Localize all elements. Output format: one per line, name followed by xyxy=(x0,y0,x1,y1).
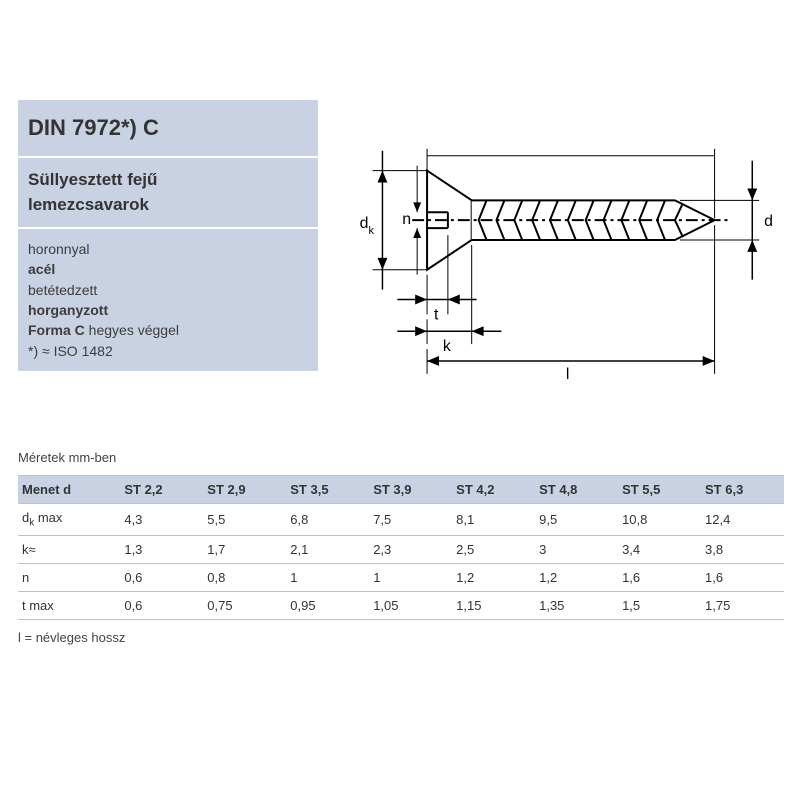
col-header: ST 5,5 xyxy=(618,476,701,504)
col-header-first: Menet d xyxy=(18,476,120,504)
table-cell: 9,5 xyxy=(535,504,618,536)
dim-k: k xyxy=(443,338,451,355)
table-cell: 0,8 xyxy=(203,563,286,591)
table-cell: 1,15 xyxy=(452,591,535,619)
dim-dk: dk xyxy=(360,215,375,237)
row-header: n xyxy=(18,563,120,591)
table-cell: 6,8 xyxy=(286,504,369,536)
table-cell: 12,4 xyxy=(701,504,784,536)
table-cell: 5,5 xyxy=(203,504,286,536)
row-header: t max xyxy=(18,591,120,619)
dim-n: n xyxy=(402,211,411,228)
dim-l: l xyxy=(566,366,570,380)
table-cell: 3,4 xyxy=(618,535,701,563)
spec-line: horonnyal xyxy=(28,239,308,259)
col-header: ST 4,2 xyxy=(452,476,535,504)
table-row: dk max4,35,56,87,58,19,510,812,4 xyxy=(18,504,784,536)
table-cell: 8,1 xyxy=(452,504,535,536)
dim-d: d xyxy=(764,213,773,230)
product-name-line1: Süllyesztett fejű xyxy=(28,168,308,193)
table-cell: 1 xyxy=(369,563,452,591)
standard-title: DIN 7972*) C xyxy=(18,100,318,158)
dimensions-table: Menet dST 2,2ST 2,9ST 3,5ST 3,9ST 4,2ST … xyxy=(18,475,784,620)
table-cell: 1,05 xyxy=(369,591,452,619)
table-cell: 0,75 xyxy=(203,591,286,619)
table-cell: 1,3 xyxy=(120,535,203,563)
col-header: ST 2,9 xyxy=(203,476,286,504)
spec-line: betétedzett xyxy=(28,280,308,300)
table-cell: 4,3 xyxy=(120,504,203,536)
table-cell: 10,8 xyxy=(618,504,701,536)
spec-box: horonnyalacélbetétedzetthorganyzottForma… xyxy=(18,229,318,373)
table-cell: 3 xyxy=(535,535,618,563)
table-cell: 1,5 xyxy=(618,591,701,619)
col-header: ST 2,2 xyxy=(120,476,203,504)
table-footnote: l = névleges hossz xyxy=(18,630,784,645)
table-cell: 2,1 xyxy=(286,535,369,563)
row-header: k≈ xyxy=(18,535,120,563)
col-header: ST 4,8 xyxy=(535,476,618,504)
table-cell: 2,5 xyxy=(452,535,535,563)
col-header: ST 6,3 xyxy=(701,476,784,504)
spec-line: Forma C hegyes véggel xyxy=(28,320,308,340)
table-cell: 1,75 xyxy=(701,591,784,619)
table-cell: 7,5 xyxy=(369,504,452,536)
units-caption: Méretek mm-ben xyxy=(18,450,784,465)
table-row: t max0,60,750,951,051,151,351,51,75 xyxy=(18,591,784,619)
table-cell: 1,2 xyxy=(535,563,618,591)
technical-diagram: dk n d t k l xyxy=(318,100,784,380)
col-header: ST 3,9 xyxy=(369,476,452,504)
product-name-line2: lemezcsavarok xyxy=(28,193,308,218)
table-cell: 2,3 xyxy=(369,535,452,563)
table-cell: 0,6 xyxy=(120,563,203,591)
table-cell: 1,6 xyxy=(618,563,701,591)
table-cell: 1,6 xyxy=(701,563,784,591)
table-row: k≈1,31,72,12,32,533,43,8 xyxy=(18,535,784,563)
table-cell: 0,6 xyxy=(120,591,203,619)
table-cell: 1,35 xyxy=(535,591,618,619)
spec-line: acél xyxy=(28,259,308,279)
col-header: ST 3,5 xyxy=(286,476,369,504)
dim-t: t xyxy=(434,306,439,323)
spec-line: horganyzott xyxy=(28,300,308,320)
row-header: dk max xyxy=(18,504,120,536)
spec-line: *) ≈ ISO 1482 xyxy=(28,341,308,361)
table-cell: 1 xyxy=(286,563,369,591)
product-name: Süllyesztett fejű lemezcsavarok xyxy=(18,158,318,229)
table-cell: 1,7 xyxy=(203,535,286,563)
table-cell: 0,95 xyxy=(286,591,369,619)
table-row: n0,60,8111,21,21,61,6 xyxy=(18,563,784,591)
table-cell: 3,8 xyxy=(701,535,784,563)
table-cell: 1,2 xyxy=(452,563,535,591)
